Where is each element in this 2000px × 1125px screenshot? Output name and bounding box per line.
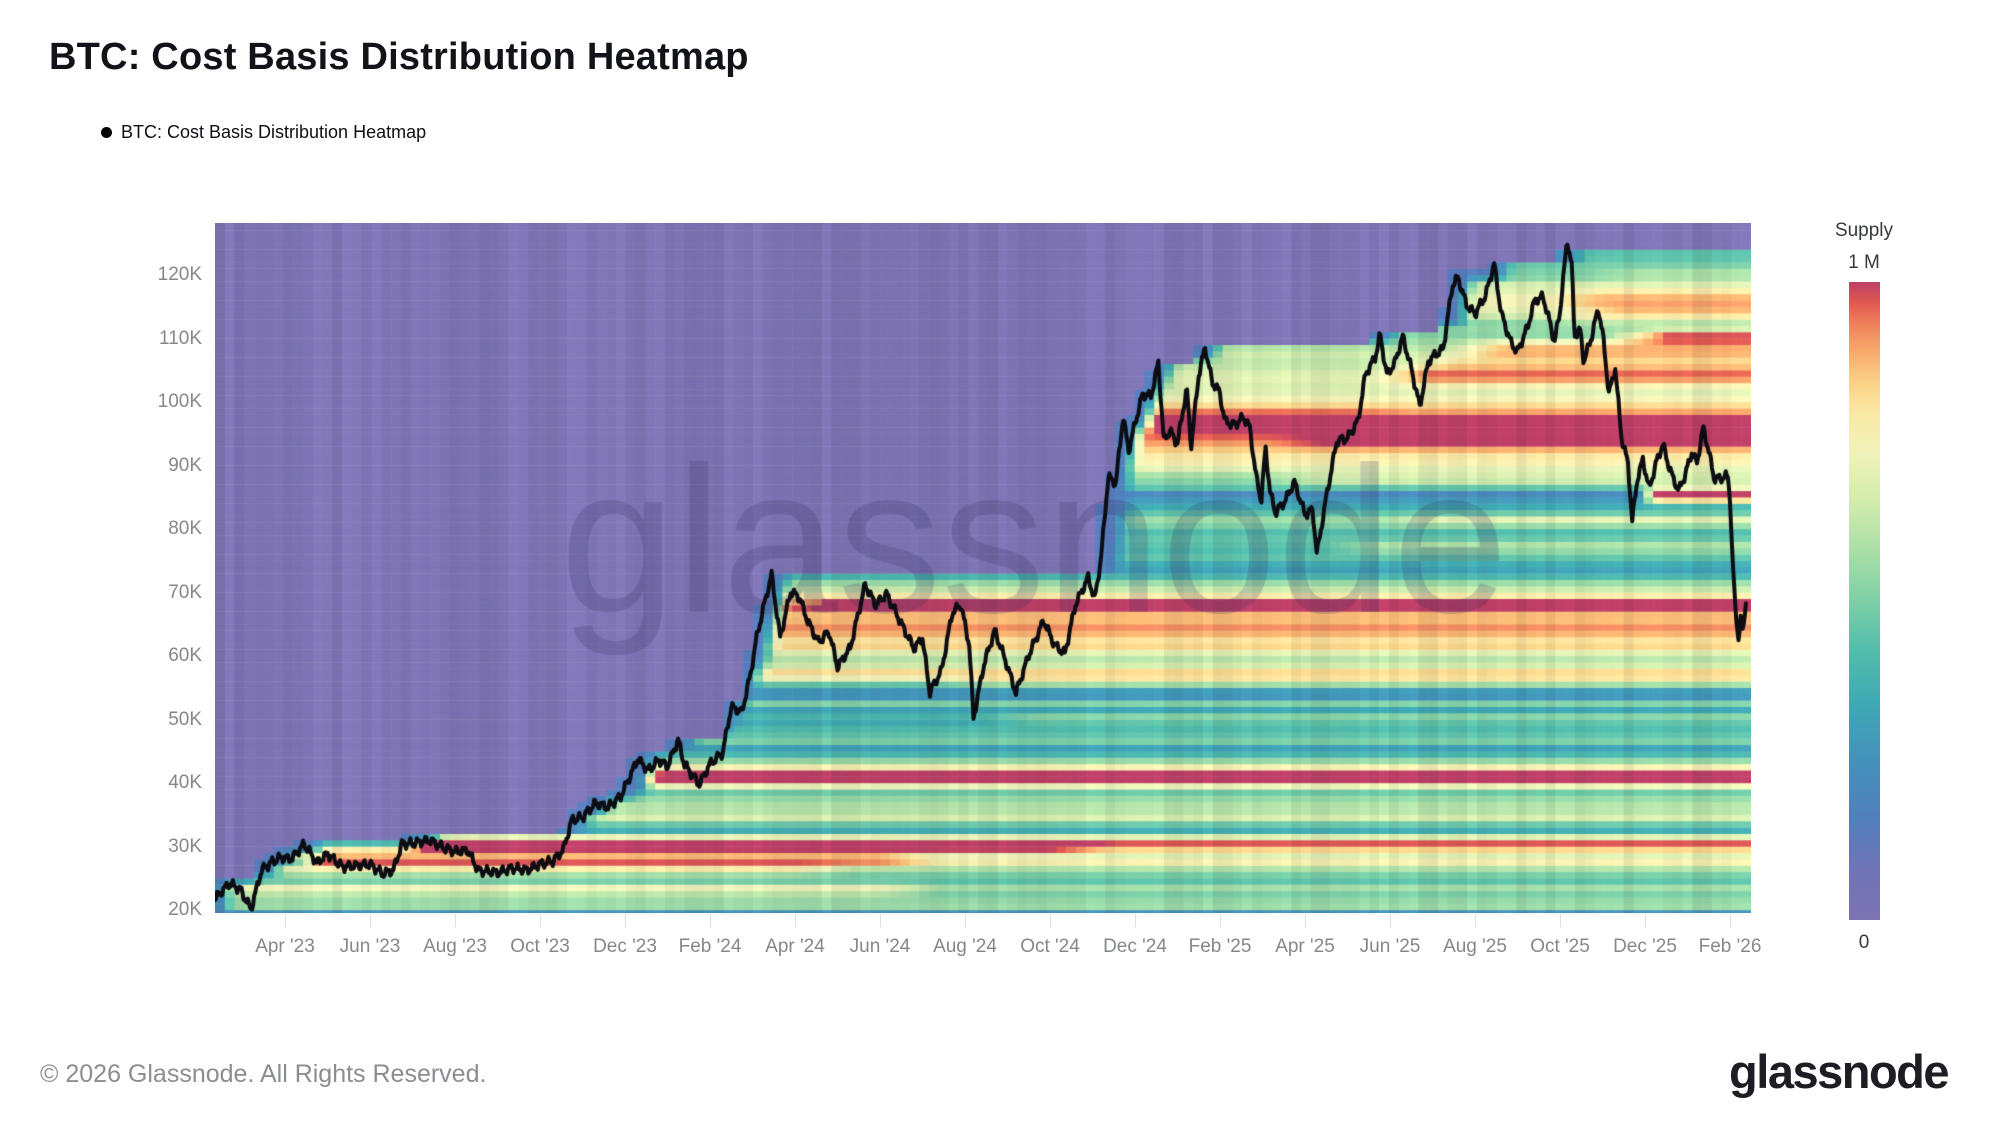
x-tick-label: Oct '25	[1530, 936, 1590, 957]
x-tick-label: Apr '25	[1275, 936, 1335, 957]
x-tick-label: Jun '24	[849, 936, 911, 957]
x-tick-label: Feb '24	[678, 936, 742, 957]
x-tick-label: Dec '24	[1103, 936, 1167, 957]
legend-marker-icon	[101, 127, 112, 138]
legend-label: BTC: Cost Basis Distribution Heatmap	[121, 122, 427, 142]
x-tick-mark	[710, 914, 711, 927]
x-tick-label: Apr '23	[255, 936, 315, 957]
x-tick-mark	[1390, 914, 1391, 927]
y-tick-label: 50K	[168, 708, 202, 730]
y-tick-label: 20K	[168, 899, 202, 920]
y-tick-label: 100K	[157, 391, 202, 412]
x-tick-label: Dec '23	[593, 936, 657, 957]
y-tick-label: 80K	[168, 518, 202, 539]
y-tick-label: 120K	[157, 264, 202, 285]
x-tick-mark	[540, 914, 541, 927]
x-tick-label: Aug '24	[933, 936, 997, 957]
x-tick-label: Aug '23	[423, 936, 487, 957]
legend-item[interactable]: BTC: Cost Basis Distribution Heatmap	[101, 122, 426, 143]
x-tick-label: Feb '26	[1698, 936, 1762, 957]
x-tick-mark	[965, 914, 966, 927]
x-tick-mark	[1730, 914, 1731, 927]
x-tick-mark	[1305, 914, 1306, 927]
x-tick-label: Aug '25	[1443, 936, 1507, 957]
colorbar-title: Supply	[1834, 220, 1894, 241]
x-tick-mark	[880, 914, 881, 927]
x-tick-mark	[370, 914, 371, 927]
cost-basis-heatmap-plot[interactable]	[215, 223, 1751, 913]
x-tick-mark	[1220, 914, 1221, 927]
supply-colorbar	[1849, 282, 1880, 920]
x-tick-label: Dec '25	[1613, 936, 1677, 957]
y-tick-label: 30K	[168, 835, 202, 857]
y-tick-label: 110K	[159, 327, 202, 349]
y-tick-label: 90K	[168, 454, 202, 476]
x-tick-label: Jun '25	[1359, 936, 1421, 957]
x-tick-label: Oct '23	[510, 936, 570, 957]
x-tick-mark	[285, 914, 286, 927]
copyright-text: © 2026 Glassnode. All Rights Reserved.	[40, 1060, 487, 1088]
glassnode-logo: glassnode	[1729, 1045, 1949, 1098]
x-tick-mark	[1135, 914, 1136, 927]
page-title: BTC: Cost Basis Distribution Heatmap	[49, 36, 749, 78]
x-tick-label: Apr '24	[765, 936, 825, 957]
x-tick-label: Oct '24	[1020, 936, 1080, 957]
x-tick-mark	[455, 914, 456, 927]
y-tick-label: 60K	[168, 645, 202, 666]
y-tick-label: 40K	[168, 772, 202, 793]
x-tick-mark	[1645, 914, 1646, 927]
y-tick-label: 70K	[168, 581, 202, 603]
x-tick-mark	[625, 914, 626, 927]
x-tick-mark	[1475, 914, 1476, 927]
x-tick-mark	[795, 914, 796, 927]
x-tick-label: Feb '25	[1188, 936, 1252, 957]
colorbar-max-label: 1 M	[1848, 252, 1880, 273]
x-tick-label: Jun '23	[339, 936, 401, 957]
x-tick-mark	[1560, 914, 1561, 927]
x-tick-mark	[1050, 914, 1051, 927]
colorbar-min-label: 0	[1858, 932, 1870, 953]
